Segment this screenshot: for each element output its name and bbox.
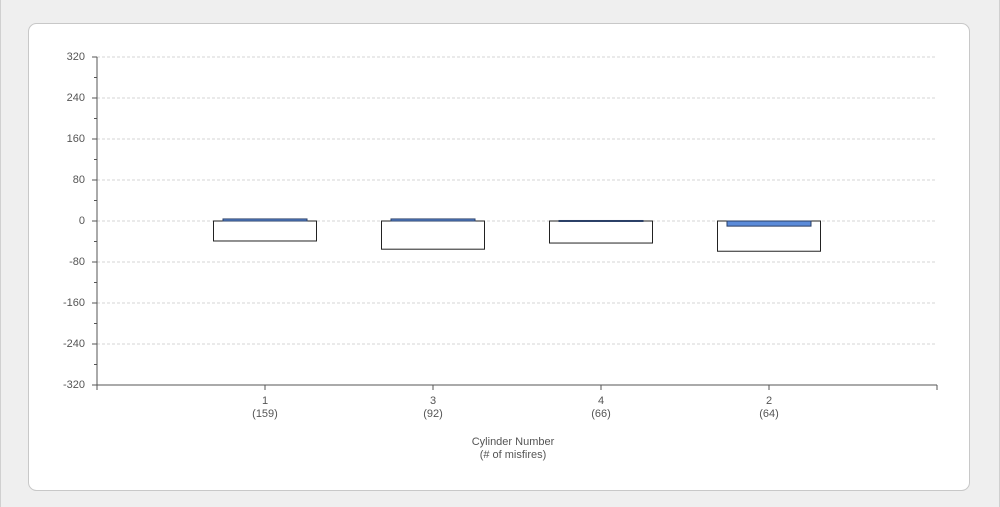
y-tick-label: 160	[67, 133, 85, 145]
panel	[28, 23, 970, 491]
x-tick-label: 4	[598, 395, 604, 407]
x-tick-sublabel: (92)	[423, 408, 443, 420]
x-tick-sublabel: (159)	[252, 408, 278, 420]
x-tick-sublabel: (64)	[759, 408, 779, 420]
y-tick-label: 320	[67, 51, 85, 63]
y-tick-label: 80	[73, 174, 85, 186]
bar	[549, 220, 653, 244]
y-tick-label: -160	[63, 297, 85, 309]
y-tick-label: -240	[63, 338, 85, 350]
bar	[390, 218, 476, 222]
y-tick-label: 240	[67, 92, 85, 104]
x-tick-label: 2	[766, 395, 772, 407]
y-tick-label: -80	[69, 256, 85, 268]
x-tick-label: 1	[262, 395, 268, 407]
bar	[558, 219, 644, 222]
bar	[381, 220, 485, 250]
x-axis-title: Cylinder Number	[472, 436, 555, 448]
bar	[213, 220, 317, 242]
y-tick-label: 0	[79, 215, 85, 227]
bar	[222, 218, 308, 222]
bar	[726, 220, 812, 227]
x-tick-sublabel: (66)	[591, 408, 611, 420]
x-axis-subtitle: (# of misfires)	[480, 449, 547, 461]
y-tick-label: -320	[63, 379, 85, 391]
x-tick-label: 3	[430, 395, 436, 407]
